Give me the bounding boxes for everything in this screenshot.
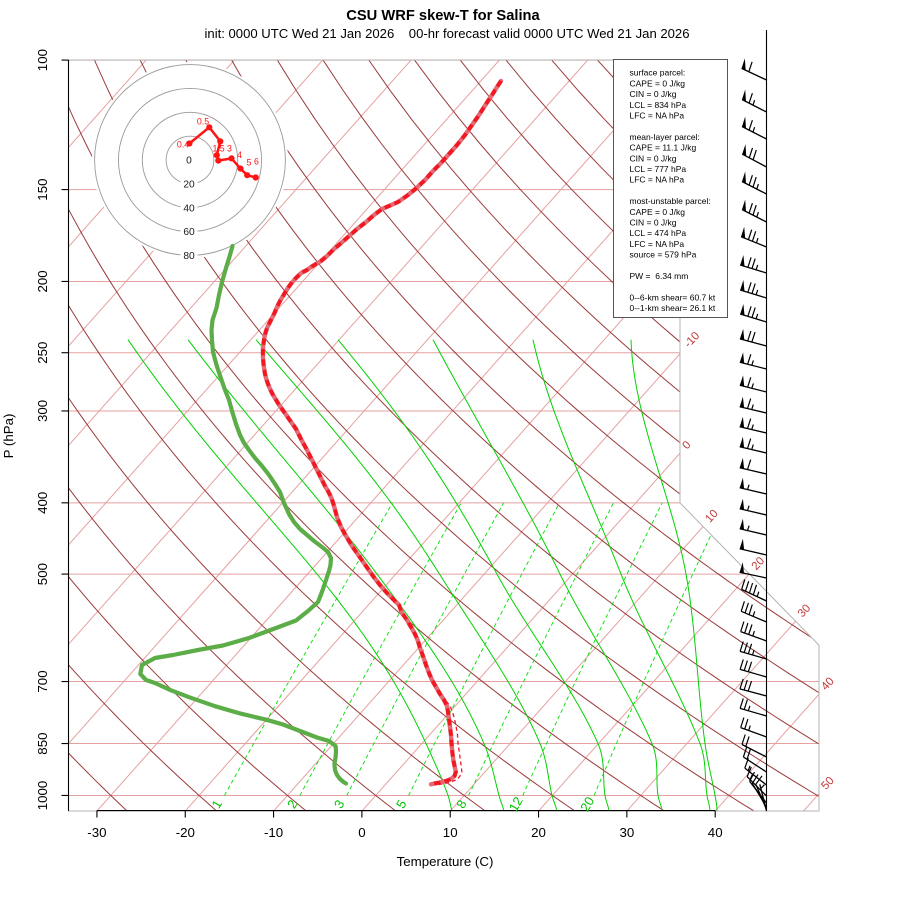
svg-text:300: 300 xyxy=(35,400,50,422)
svg-text:1000: 1000 xyxy=(35,781,50,811)
svg-text:250: 250 xyxy=(35,342,50,364)
svg-text:60: 60 xyxy=(183,227,195,238)
svg-text:P (hPa): P (hPa) xyxy=(1,414,16,459)
svg-text:0.5: 0.5 xyxy=(197,117,209,127)
svg-text:5: 5 xyxy=(247,158,252,168)
svg-text:CAPE = 0 J/kg: CAPE = 0 J/kg xyxy=(630,78,686,88)
svg-text:0--6-km shear= 60.7 kt: 0--6-km shear= 60.7 kt xyxy=(630,292,716,302)
svg-text:LFC = NA hPa: LFC = NA hPa xyxy=(630,175,685,185)
svg-text:CAPE = 0 J/kg: CAPE = 0 J/kg xyxy=(630,207,686,217)
svg-text:LFC = NA hPa: LFC = NA hPa xyxy=(630,239,685,249)
svg-text:CSU WRF skew-T for Salina: CSU WRF skew-T for Salina xyxy=(346,8,540,24)
svg-text:20: 20 xyxy=(577,794,597,814)
svg-text:400: 400 xyxy=(35,492,50,514)
svg-text:-10: -10 xyxy=(264,825,283,840)
svg-text:200: 200 xyxy=(35,270,50,292)
svg-text:PW = 6.34 mm: PW = 6.34 mm xyxy=(630,271,689,281)
svg-text:CAPE = 11.1 J/kg: CAPE = 11.1 J/kg xyxy=(630,143,697,153)
svg-text:LCL = 474 hPa: LCL = 474 hPa xyxy=(630,228,687,238)
svg-text:-30: -30 xyxy=(87,825,106,840)
svg-text:most-unstable parcel:: most-unstable parcel: xyxy=(630,196,711,206)
svg-text:LCL = 834 hPa: LCL = 834 hPa xyxy=(630,100,687,110)
svg-text:0.4: 0.4 xyxy=(177,140,189,150)
svg-text:0--1-km shear= 26.1 kt: 0--1-km shear= 26.1 kt xyxy=(630,303,716,313)
svg-text:surface parcel:: surface parcel: xyxy=(630,68,686,78)
svg-text:100: 100 xyxy=(35,49,50,71)
svg-text:0: 0 xyxy=(358,825,365,840)
svg-text:850: 850 xyxy=(35,733,50,755)
svg-text:12: 12 xyxy=(506,794,526,814)
svg-text:150: 150 xyxy=(35,179,50,201)
svg-text:Temperature (C): Temperature (C) xyxy=(397,854,494,869)
svg-text:1.5: 1.5 xyxy=(212,144,224,154)
svg-text:40: 40 xyxy=(183,203,195,214)
svg-text:4: 4 xyxy=(237,150,242,160)
svg-text:CIN = 0 J/kg: CIN = 0 J/kg xyxy=(630,153,677,163)
svg-text:source = 579 hPa: source = 579 hPa xyxy=(630,250,697,260)
svg-text:6: 6 xyxy=(254,157,259,167)
svg-text:-20: -20 xyxy=(176,825,195,840)
svg-text:mean-layer parcel:: mean-layer parcel: xyxy=(630,132,700,142)
svg-text:0: 0 xyxy=(186,156,192,167)
svg-text:40: 40 xyxy=(708,825,723,840)
svg-text:LCL = 777 hPa: LCL = 777 hPa xyxy=(630,164,687,174)
svg-text:500: 500 xyxy=(35,563,50,585)
svg-text:CIN = 0 J/kg: CIN = 0 J/kg xyxy=(630,218,677,228)
svg-text:20: 20 xyxy=(183,179,195,190)
svg-text:LFC = NA hPa: LFC = NA hPa xyxy=(630,111,685,121)
svg-text:CIN = 0 J/kg: CIN = 0 J/kg xyxy=(630,89,677,99)
svg-text:30: 30 xyxy=(620,825,635,840)
svg-text:3: 3 xyxy=(227,144,232,154)
svg-text:init: 0000 UTC Wed 21 Jan 2026: init: 0000 UTC Wed 21 Jan 2026 00-hr for… xyxy=(205,26,690,41)
svg-text:80: 80 xyxy=(183,251,195,262)
svg-text:10: 10 xyxy=(443,825,458,840)
svg-text:700: 700 xyxy=(35,670,50,692)
svg-text:20: 20 xyxy=(531,825,546,840)
